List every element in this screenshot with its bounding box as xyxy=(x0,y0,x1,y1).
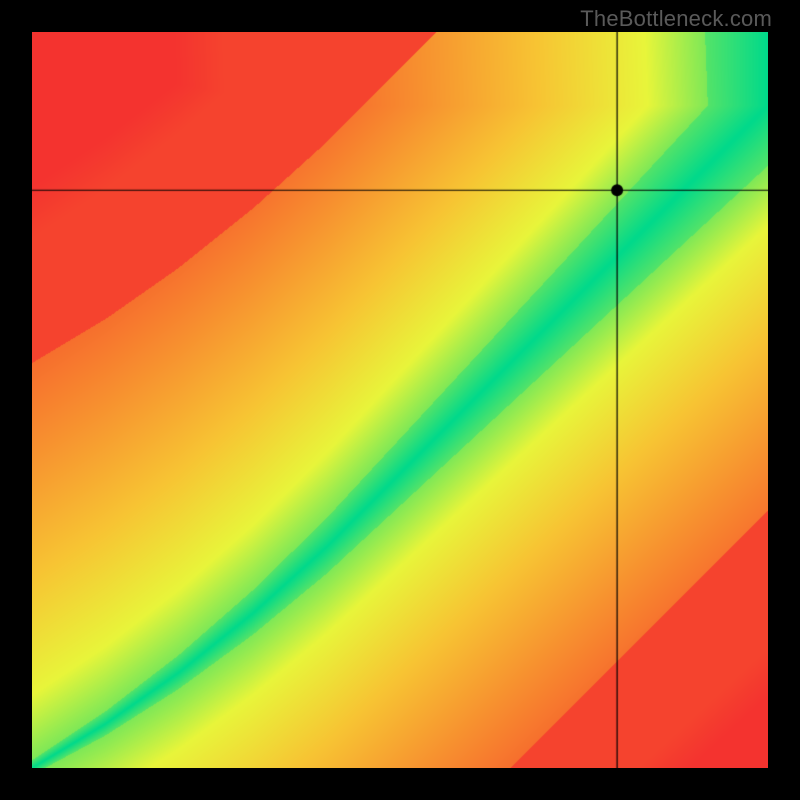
watermark-text: TheBottleneck.com xyxy=(580,6,772,32)
heatmap-plot xyxy=(32,32,768,768)
heatmap-canvas xyxy=(32,32,768,768)
